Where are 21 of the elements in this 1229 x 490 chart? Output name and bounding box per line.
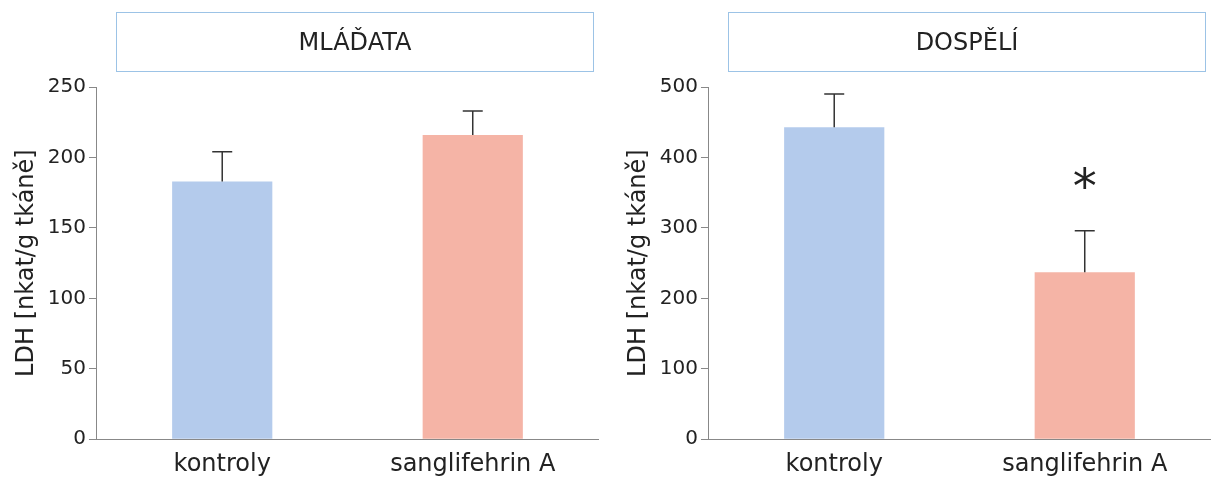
y-tick-label: 250 — [47, 73, 86, 98]
y-tick-label: 0 — [685, 425, 698, 450]
y-tick-label: 500 — [659, 73, 698, 98]
y-tick-label: 400 — [659, 143, 698, 168]
y-tick-label: 300 — [659, 214, 698, 239]
chart-title: MLÁĎATA — [116, 12, 594, 72]
x-tick-label: sanglifehrin A — [390, 448, 556, 477]
y-tick-label: 100 — [47, 284, 86, 309]
y-tick-label: 200 — [659, 284, 698, 309]
x-tick-label: kontroly — [785, 448, 883, 477]
x-tick-label: kontroly — [173, 448, 271, 477]
chart-title: DOSPĚLÍ — [728, 12, 1206, 72]
y-tick-label: 50 — [60, 354, 86, 379]
y-axis-title: LDH [nkat/g tkáně] — [10, 149, 39, 377]
y-tick-label: 150 — [47, 214, 86, 239]
y-axis-title: LDH [nkat/g tkáně] — [622, 149, 651, 377]
y-tick-label: 100 — [659, 354, 698, 379]
x-tick-label: sanglifehrin A — [1002, 448, 1168, 477]
y-tick-label: 0 — [73, 425, 86, 450]
y-tick-label: 200 — [47, 143, 86, 168]
annotation: * — [1072, 158, 1097, 215]
